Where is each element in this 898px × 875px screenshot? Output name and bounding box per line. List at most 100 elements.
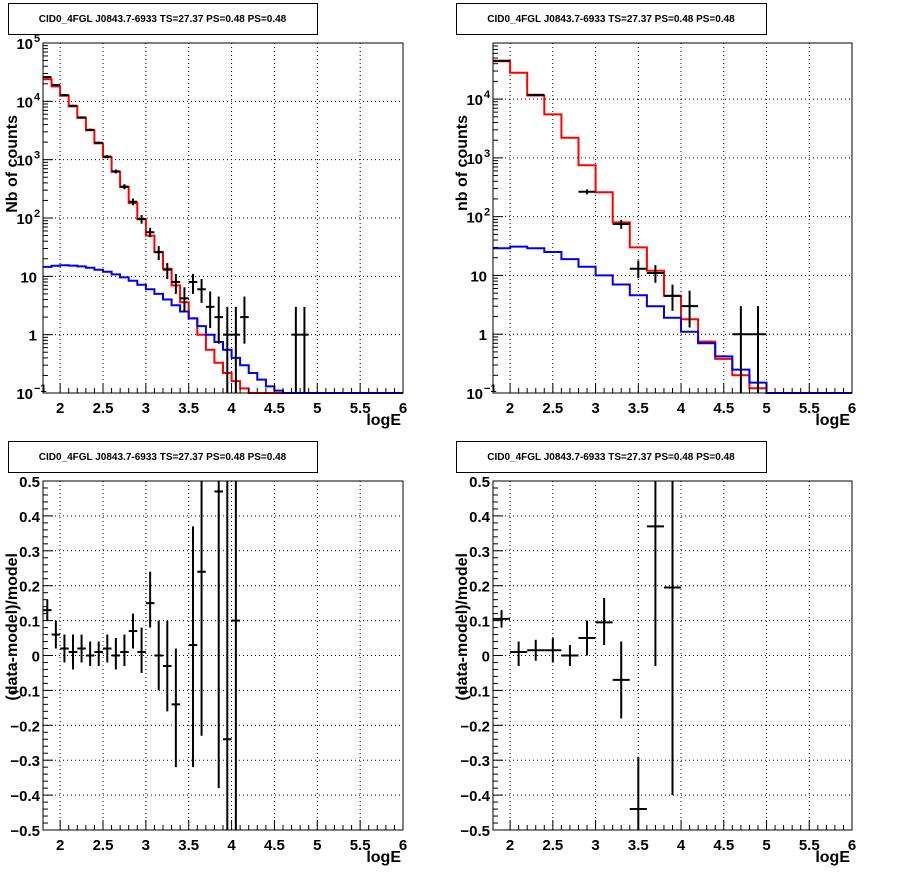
data-point (94, 641, 103, 666)
y-tick-exponent: 2 (34, 208, 40, 220)
data-point (180, 287, 189, 313)
x-tick-label: 3.5 (628, 837, 649, 854)
y-axis-label: (data-model)/model (4, 553, 21, 701)
x-tick-label: 6 (399, 400, 407, 417)
x-tick-label: 5 (762, 837, 770, 854)
chart-title-box: CID0_4FGL J0843.7-6933 TS=27.37 PS=0.48 … (8, 3, 318, 35)
data-point (749, 306, 767, 393)
chart-title: CID0_4FGL J0843.7-6933 TS=27.37 PS=0.48 … (487, 452, 735, 463)
x-tick-label: 3.5 (178, 837, 199, 854)
data-point (214, 296, 223, 344)
data-point (128, 613, 138, 649)
y-axis: −0.5 −0.4 −0.3 −0.2 −0.1 0 0.1 0.2 0.3 0.4 0.5 (dat… (4, 474, 53, 840)
y-tick-label: −0.2 (460, 718, 490, 735)
data-point (663, 481, 682, 796)
chart-title: CID0_4FGL J0843.7-6933 TS=27.37 PS=0.48 … (39, 452, 287, 463)
data-point (145, 227, 155, 238)
y-tick-exponent: −1 (34, 383, 47, 395)
data-point (223, 306, 232, 393)
y-tick-label: 10 (470, 268, 487, 285)
data-point (300, 306, 309, 393)
y-tick-label: 10 (16, 153, 33, 170)
title-frame (8, 441, 318, 473)
x-tick-label: 6 (848, 400, 856, 417)
gridlines (43, 43, 403, 393)
series-line-model-total (493, 60, 852, 394)
y-tick-label: 0.5 (469, 474, 490, 491)
data-point (51, 620, 61, 649)
data-point (188, 273, 198, 294)
data-point (120, 634, 129, 666)
x-tick-label: 2 (506, 837, 514, 854)
x-tick-label: 3 (591, 837, 599, 854)
data-point (223, 481, 232, 830)
x-tick-label: 5.5 (350, 400, 371, 417)
x-tick-label: 4.5 (713, 400, 734, 417)
data-point (544, 638, 562, 663)
chart-title: CID0_4FGL J0843.7-6933 TS=27.37 PS=0.48 … (487, 14, 735, 25)
y-tick-label: 10 (466, 151, 483, 168)
y-tick-label: 10 (466, 92, 483, 109)
data-point (120, 184, 129, 190)
y-tick-label: 0.4 (19, 509, 41, 526)
data-point (612, 641, 630, 719)
y-tick-label: 0.1 (469, 614, 490, 631)
data-point (103, 634, 112, 663)
y-tick-exponent: 2 (484, 207, 490, 219)
y-tick-label: 0.3 (19, 544, 40, 561)
data-point (68, 104, 78, 107)
chart-panel-4: CID0_4FGL J0843.7-6933 TS=27.37 PS=0.48 … (454, 441, 856, 866)
data-point (77, 116, 86, 119)
y-tick-label: 10 (16, 94, 33, 111)
data-point (663, 284, 682, 311)
y-tick-label: 10 (466, 386, 483, 403)
y-tick-label: 0.2 (469, 579, 490, 596)
y-tick-label: −0.1 (460, 683, 490, 700)
data-point (60, 634, 69, 663)
plot-frame (492, 42, 853, 394)
chart-title-box: CID0_4FGL J0843.7-6933 TS=27.37 PS=0.48 … (456, 441, 767, 473)
y-tick-label: 10 (16, 36, 33, 53)
data-points (493, 59, 767, 393)
x-tick-label: 4 (677, 837, 686, 854)
x-tick-label: 4.5 (264, 837, 285, 854)
data-point (171, 273, 181, 294)
data-point (163, 620, 172, 712)
x-tick-label: 2.5 (93, 837, 114, 854)
gridlines (493, 43, 852, 393)
y-tick-label: 10 (20, 269, 37, 286)
y-tick-exponent: 4 (484, 89, 491, 101)
data-point (51, 84, 61, 87)
x-tick-label: 4.5 (264, 400, 285, 417)
y-tick-label: −0.3 (460, 753, 490, 770)
data-point (732, 306, 750, 393)
data-points (493, 481, 682, 830)
data-point (578, 189, 596, 195)
data-point (94, 141, 103, 144)
data-point (145, 571, 155, 628)
y-tick-label: −0.2 (10, 718, 40, 735)
data-point (205, 291, 215, 329)
y-tick-label: −0.4 (460, 788, 490, 805)
data-point (68, 634, 78, 670)
chart-panel-1: CID0_4FGL J0843.7-6933 TS=27.37 PS=0.48 … (4, 3, 407, 429)
y-tick-label: 0.4 (469, 509, 491, 526)
data-point (128, 198, 138, 206)
data-point (646, 265, 664, 283)
data-point (60, 94, 69, 97)
series-line-model-source (493, 245, 852, 394)
data-point (578, 620, 596, 656)
data-point (197, 481, 206, 736)
data-point (137, 215, 146, 224)
data-point (197, 279, 206, 303)
y-tick-label: 0 (482, 649, 490, 666)
data-point (111, 169, 121, 174)
y-tick-label: 0.3 (469, 544, 490, 561)
title-frame (456, 441, 767, 473)
data-point (510, 641, 528, 666)
title-frame (8, 3, 318, 35)
